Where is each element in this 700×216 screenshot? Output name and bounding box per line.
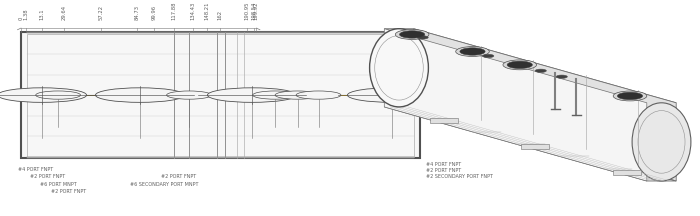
Text: 134.43: 134.43: [190, 2, 195, 21]
Ellipse shape: [0, 88, 87, 102]
Ellipse shape: [207, 88, 297, 102]
Ellipse shape: [347, 88, 437, 102]
Text: 117.88: 117.88: [172, 2, 176, 21]
Text: 0: 0: [18, 17, 24, 21]
Text: #4 PORT FNPT: #4 PORT FNPT: [426, 162, 461, 167]
Text: 84.73: 84.73: [134, 5, 139, 21]
Polygon shape: [384, 29, 676, 103]
Ellipse shape: [275, 91, 320, 99]
Circle shape: [456, 47, 489, 56]
Circle shape: [507, 61, 533, 68]
Text: 198.54: 198.54: [251, 2, 256, 21]
Circle shape: [400, 31, 425, 38]
Bar: [613, 170, 641, 175]
Bar: [27, 34, 414, 157]
Circle shape: [417, 36, 428, 39]
Circle shape: [460, 48, 485, 55]
Ellipse shape: [253, 91, 298, 99]
Text: #6 PORT MNPT: #6 PORT MNPT: [40, 182, 77, 187]
Polygon shape: [414, 29, 676, 181]
Circle shape: [613, 91, 647, 101]
Text: #2 SECONDARY PORT FNPT: #2 SECONDARY PORT FNPT: [426, 174, 493, 179]
Text: #6 SECONDARY PORT MNPT: #6 SECONDARY PORT MNPT: [130, 182, 198, 187]
Text: 13.1: 13.1: [40, 9, 45, 21]
Circle shape: [556, 75, 567, 78]
Text: 148.21: 148.21: [204, 2, 209, 21]
Text: #2 PORT FNPT: #2 PORT FNPT: [426, 168, 461, 173]
Circle shape: [407, 93, 424, 98]
Ellipse shape: [167, 91, 211, 99]
Circle shape: [535, 69, 547, 72]
Ellipse shape: [95, 88, 185, 102]
Ellipse shape: [36, 91, 80, 99]
Text: #2 PORT FNPT: #2 PORT FNPT: [51, 189, 86, 194]
Bar: [21, 32, 420, 158]
Bar: [430, 118, 458, 123]
Text: 1.38: 1.38: [24, 9, 29, 21]
Circle shape: [483, 54, 494, 58]
Text: 190.95: 190.95: [244, 2, 249, 21]
Text: 57.22: 57.22: [98, 5, 104, 21]
Circle shape: [617, 92, 643, 100]
Bar: [522, 144, 550, 149]
Text: #2 PORT FNPT: #2 PORT FNPT: [30, 174, 65, 179]
Text: #2 PORT FNPT: #2 PORT FNPT: [161, 174, 196, 179]
Text: 199.92: 199.92: [254, 2, 259, 21]
Ellipse shape: [296, 91, 341, 99]
Text: #4 PORT FNPT: #4 PORT FNPT: [18, 167, 52, 172]
Text: 29.64: 29.64: [62, 5, 66, 21]
Text: 162: 162: [217, 10, 222, 21]
Polygon shape: [384, 107, 676, 181]
Circle shape: [395, 30, 429, 39]
Ellipse shape: [370, 29, 428, 107]
Text: 99.96: 99.96: [151, 5, 156, 21]
Circle shape: [503, 60, 536, 70]
Ellipse shape: [632, 103, 691, 181]
Polygon shape: [384, 29, 647, 181]
